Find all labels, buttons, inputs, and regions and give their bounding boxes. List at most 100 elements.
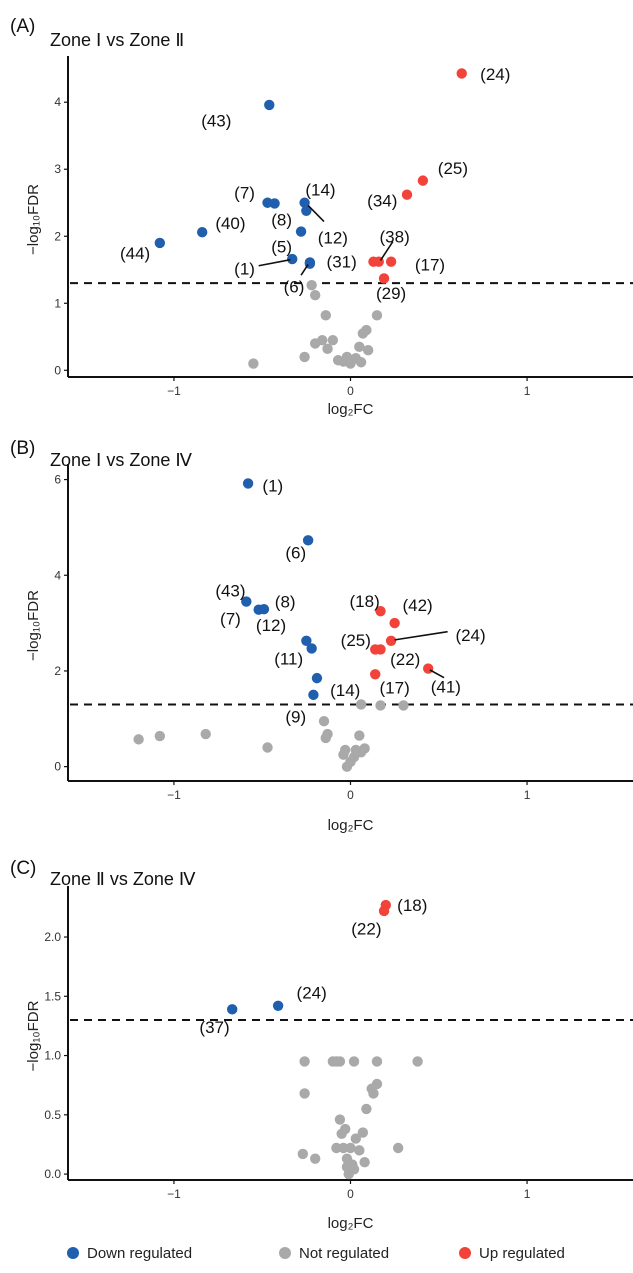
point-up-regulated: [385, 635, 397, 647]
point-not-regulated: [354, 1145, 365, 1156]
point-not-regulated: [299, 1056, 310, 1067]
point-down-regulated: [302, 535, 314, 546]
label-leader-line: [307, 204, 325, 223]
point-label: (22): [390, 650, 420, 669]
point-not-regulated: [340, 744, 351, 756]
point-not-regulated: [320, 310, 331, 321]
x-tick-label: 1: [524, 384, 531, 398]
y-tick-label: 4: [54, 568, 61, 582]
y-tick-label: 3: [54, 162, 61, 176]
point-not-regulated: [343, 1168, 354, 1180]
label-leader-line: [379, 241, 394, 261]
point-label: (1): [262, 476, 283, 495]
legend-marker-up: [459, 1247, 471, 1259]
point-up-regulated: [389, 617, 400, 629]
point-label: (7): [234, 184, 255, 203]
point-not-regulated: [347, 1159, 358, 1170]
point-not-regulated: [350, 1133, 361, 1144]
x-tick-label: 0: [347, 384, 354, 398]
point-up-regulated: [417, 175, 429, 186]
point-label: (18): [397, 896, 427, 915]
y-tick-label: 2.0: [44, 930, 61, 944]
point-down-regulated: [154, 237, 166, 249]
point-not-regulated: [371, 1078, 383, 1090]
point-not-regulated: [334, 1056, 346, 1067]
panel-letter: (A): [10, 16, 35, 37]
point-label: (40): [215, 214, 245, 233]
point-up-regulated: [370, 669, 381, 680]
point-up-regulated: [422, 663, 434, 674]
point-down-regulated: [311, 672, 323, 684]
panel-letter: (B): [10, 438, 35, 459]
point-down-regulated: [196, 227, 208, 238]
x-tick-label: 0: [347, 788, 354, 802]
x-axis-label: log₂FC: [328, 817, 374, 834]
legend-label-down: Down regulated: [87, 1245, 192, 1262]
point-label: (11): [274, 650, 303, 669]
panel-title: Zone Ⅰ vs Zone Ⅳ: [50, 450, 192, 470]
point-label: (1): [234, 259, 255, 278]
y-tick-label: 2: [54, 664, 61, 678]
point-label: (34): [367, 192, 397, 211]
point-label: (43): [215, 582, 245, 601]
y-axis-label: −log₁₀FDR: [25, 1000, 42, 1071]
y-tick-label: 0.0: [44, 1167, 61, 1181]
point-down-regulated: [264, 99, 275, 111]
point-down-regulated: [287, 253, 298, 265]
point-not-regulated: [299, 351, 310, 363]
point-label: (6): [285, 543, 306, 562]
legend-label-none: Not regulated: [299, 1245, 389, 1262]
point-not-regulated: [371, 1056, 383, 1067]
point-label: (29): [376, 284, 406, 303]
point-not-regulated: [336, 1128, 347, 1139]
point-label: (14): [305, 180, 335, 199]
point-label: (41): [431, 677, 461, 696]
point-label: (12): [256, 616, 286, 635]
point-not-regulated: [359, 1157, 370, 1168]
point-not-regulated: [361, 1103, 372, 1115]
y-tick-label: 4: [54, 95, 61, 109]
point-not-regulated: [262, 742, 273, 753]
panel-letter: (C): [10, 858, 36, 879]
panel-a: (A) Zone Ⅰ vs Zone Ⅱ 0 1 2 3 4 −1 0 1 log₂FC −log₁₀…: [10, 16, 633, 418]
point-down-regulated: [301, 635, 312, 647]
point-not-regulated: [318, 715, 330, 727]
point-down-regulated: [299, 197, 310, 208]
point-label: (9): [285, 707, 306, 726]
point-down-regulated: [269, 198, 280, 209]
point-up-regulated: [375, 644, 386, 655]
point-not-regulated: [354, 730, 365, 741]
point-up-regulated: [456, 68, 467, 79]
point-down-regulated: [258, 604, 270, 615]
point-up-regulated: [401, 189, 413, 200]
y-axis-label: −log₁₀FDR: [25, 184, 42, 255]
point-not-regulated: [306, 279, 317, 291]
y-tick-label: 1.0: [44, 1049, 61, 1063]
point-up-regulated: [378, 905, 390, 917]
point-not-regulated: [371, 310, 383, 321]
point-not-regulated: [359, 743, 370, 754]
point-not-regulated: [309, 290, 321, 301]
point-down-regulated: [308, 689, 319, 701]
x-tick-label: 1: [524, 1187, 531, 1201]
legend-label-up: Up regulated: [479, 1245, 565, 1262]
point-up-regulated: [368, 256, 379, 267]
point-down-regulated: [241, 596, 252, 607]
point-label: (38): [380, 227, 410, 246]
label-leader-line: [429, 669, 445, 679]
point-label: (44): [120, 244, 150, 263]
point-not-regulated: [327, 334, 339, 346]
x-tick-label: −1: [167, 384, 181, 398]
x-tick-label: 0: [347, 1187, 354, 1201]
point-down-regulated: [242, 478, 254, 489]
point-not-regulated: [309, 1153, 321, 1164]
y-tick-label: 0.5: [44, 1108, 61, 1122]
point-not-regulated: [154, 730, 166, 742]
panel-c: (C) Zone Ⅱ vs Zone Ⅳ 0.0 0.5 1.0 1.5 2.0 −1 0 1 lo…: [10, 858, 633, 1232]
panel-title: Zone Ⅰ vs Zone Ⅱ: [50, 30, 184, 50]
point-label: (24): [297, 984, 327, 1003]
label-leader-line: [394, 630, 448, 641]
panels: (A) Zone Ⅰ vs Zone Ⅱ 0 1 2 3 4 −1 0 1 log₂FC −log₁₀…: [10, 16, 633, 1232]
point-label: (14): [330, 681, 360, 700]
point-label: (31): [327, 253, 357, 272]
